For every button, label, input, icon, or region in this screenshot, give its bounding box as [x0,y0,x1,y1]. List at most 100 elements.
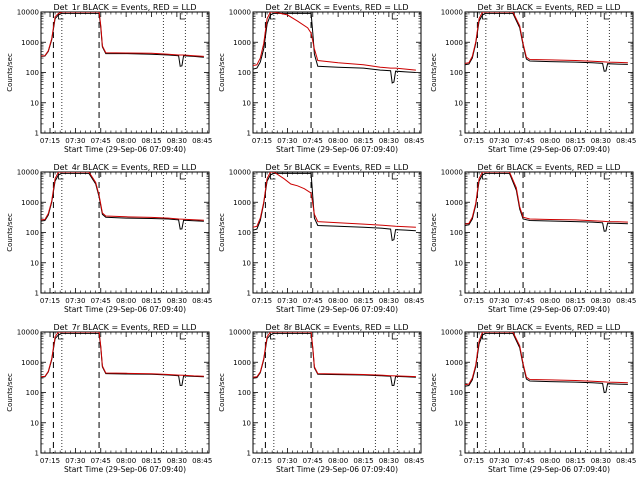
x-tick-label: 08:15 [141,457,161,465]
x-tick-label: 08:00 [116,137,136,145]
series-line-lld [41,172,204,221]
chart-title: Det_6r BLACK = Events, RED = LLD [477,163,620,172]
y-tick-label: 10 [242,259,251,267]
y-tick-label: 1000 [21,359,39,367]
series-line-lld [41,332,204,378]
x-tick-label: 08:15 [141,137,161,145]
x-tick-label: 07:30 [489,137,509,145]
plot-frame [252,331,422,454]
x-tick-label: 07:30 [277,297,297,305]
x-tick-label: 08:45 [192,137,212,145]
x-tick-label: 07:45 [91,457,111,465]
y-tick-label: 1000 [21,39,39,47]
y-axis-label: Counts/sec [6,213,14,252]
x-axis-label: Start Time (29-Sep-06 07:09:40) [64,305,186,314]
series-group [41,172,204,230]
series-line-events [253,332,416,387]
x-axis-label: Start Time (29-Sep-06 07:09:40) [276,465,398,474]
x-tick-label: 07:15 [252,457,272,465]
chart-panel: Det_8r BLACK = Events, RED = LLD Counts/s… [218,323,424,474]
x-tick-label: 08:00 [540,137,560,145]
series-group [253,332,416,387]
x-tick-label: 07:15 [40,457,60,465]
y-tick-label: 10 [454,99,463,107]
plot-frame [40,331,210,454]
y-axis-label: Counts/sec [6,53,14,92]
x-tick-label: 08:15 [353,457,373,465]
x-tick-label: 07:30 [65,137,85,145]
plot-frame [464,331,634,454]
x-tick-label: 08:00 [328,137,348,145]
series-group [465,172,628,232]
plot-frame [464,11,634,134]
chart-panel: Det_2r BLACK = Events, RED = LLD Counts/s… [218,3,424,154]
series-line-events [41,12,204,67]
corner-mark [391,173,398,180]
y-tick-label: 1 [35,130,39,138]
x-tick-label: 08:45 [404,137,424,145]
y-tick-label: 1000 [21,199,39,207]
series-group [253,172,416,242]
x-tick-label: 08:00 [116,297,136,305]
x-tick-label: 07:30 [277,457,297,465]
series-line-events [253,12,416,84]
corner-mark [603,13,610,20]
x-tick-label: 07:30 [65,457,85,465]
y-tick-label: 1 [247,450,251,458]
chart-panel: Det_9r BLACK = Events, RED = LLD Counts/s… [430,323,636,474]
series-group [41,12,204,67]
x-tick-label: 08:00 [328,457,348,465]
y-tick-label: 10000 [17,9,39,17]
x-tick-label: 07:15 [40,137,60,145]
y-tick-label: 1 [35,290,39,298]
x-tick-label: 08:30 [167,297,187,305]
y-tick-label: 10000 [17,329,39,337]
y-tick-label: 1000 [233,199,251,207]
x-axis-label: Start Time (29-Sep-06 07:09:40) [64,465,186,474]
x-tick-label: 07:30 [277,137,297,145]
corner-mark [179,13,186,20]
chart-title: Det_1r BLACK = Events, RED = LLD [53,3,196,12]
x-axis-label: Start Time (29-Sep-06 07:09:40) [276,305,398,314]
x-tick-label: 07:45 [91,297,111,305]
y-tick-label: 10 [30,419,39,427]
x-tick-label: 08:45 [616,137,636,145]
series-line-lld [465,12,628,64]
series-line-events [465,12,628,72]
x-axis-label: Start Time (29-Sep-06 07:09:40) [488,305,610,314]
corner-mark [179,333,186,340]
chart-title: Det_3r BLACK = Events, RED = LLD [477,3,620,12]
series-line-lld [253,12,416,71]
y-tick-label: 1000 [445,39,463,47]
series-group [465,12,628,72]
x-tick-label: 07:30 [489,297,509,305]
series-group [465,332,628,394]
y-axis-label: Counts/sec [6,373,14,412]
x-tick-label: 08:30 [379,457,399,465]
plot-frame [464,171,634,294]
x-tick-label: 08:00 [116,457,136,465]
x-tick-label: 08:30 [167,137,187,145]
y-axis-label: Counts/sec [430,53,438,92]
y-axis-label: Counts/sec [218,53,226,92]
x-tick-label: 07:45 [515,457,535,465]
chart-title: Det_8r BLACK = Events, RED = LLD [265,323,408,332]
x-tick-label: 08:30 [379,137,399,145]
x-tick-label: 07:30 [489,457,509,465]
corner-mark [603,173,610,180]
series-line-lld [253,332,416,378]
chart-panel: Det_5r BLACK = Events, RED = LLD Counts/s… [218,163,424,314]
x-axis-label: Start Time (29-Sep-06 07:09:40) [488,145,610,154]
corner-mark [179,173,186,180]
y-tick-label: 10000 [229,9,251,17]
x-tick-label: 08:15 [565,297,585,305]
corner-mark [603,333,610,340]
x-tick-label: 08:30 [591,457,611,465]
x-tick-label: 08:15 [353,137,373,145]
series-line-lld [465,172,628,225]
plot-frame [252,171,422,294]
y-axis-label: Counts/sec [218,373,226,412]
y-axis-label: Counts/sec [430,373,438,412]
y-tick-label: 1000 [445,359,463,367]
